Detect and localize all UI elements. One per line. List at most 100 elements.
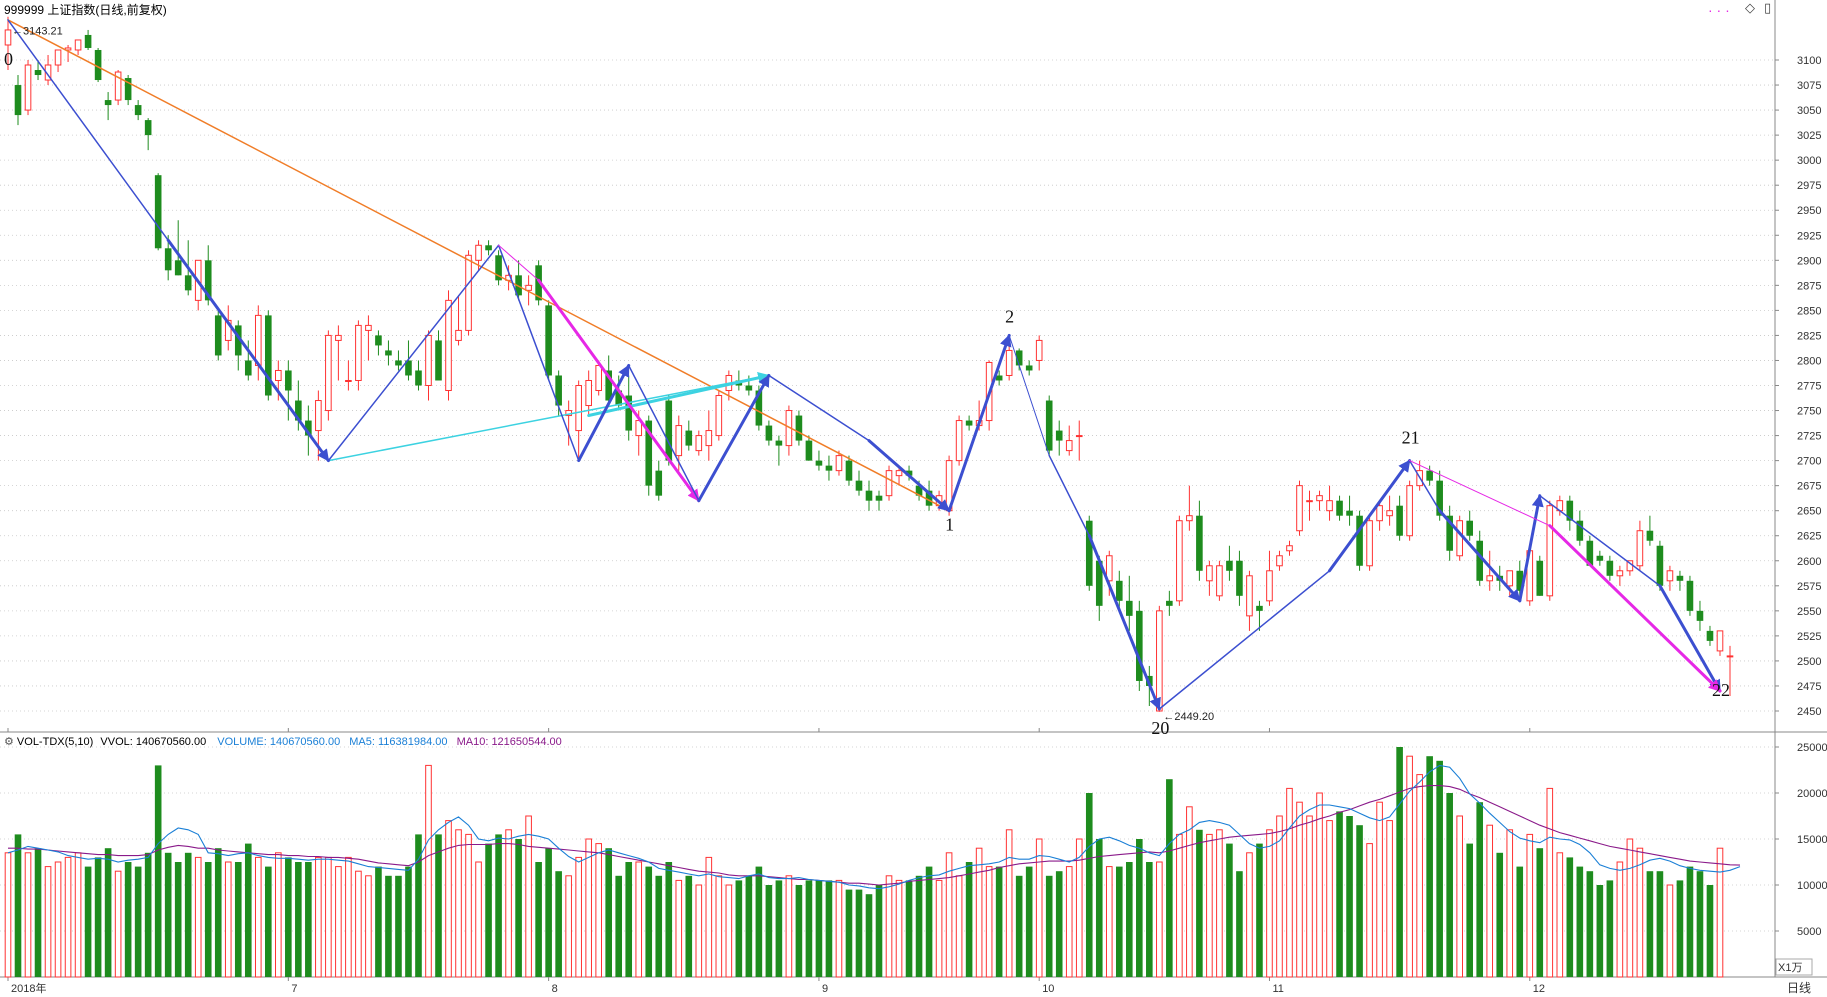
candle <box>485 240 492 256</box>
trend-line-blue <box>327 244 500 462</box>
volume-bar <box>84 866 92 977</box>
price-tick-label: 2775 <box>1797 381 1821 393</box>
volume-bar <box>194 856 202 978</box>
volume-bar <box>295 862 302 977</box>
candle <box>74 39 82 55</box>
candle <box>665 395 673 466</box>
trend-line-blue <box>1539 494 1661 587</box>
volume-bar <box>905 880 913 977</box>
candle <box>1306 490 1313 521</box>
candle <box>1706 625 1714 646</box>
volume-bar <box>64 856 72 978</box>
trend-line-blue <box>577 364 631 463</box>
wave-label: 0 <box>4 49 13 69</box>
candle-body <box>345 379 352 382</box>
vol-indicator-name[interactable]: ⚙ VOL-TDX(5,10) VVOL: 140670560.00 VOLUM… <box>4 735 562 748</box>
candle-body <box>755 390 763 426</box>
volume-bar <box>695 884 703 978</box>
trend-line-blue <box>1328 459 1412 573</box>
candle <box>335 325 342 381</box>
diamond-icon[interactable]: ◇ <box>1745 0 1755 15</box>
candle-body <box>385 350 392 356</box>
trend-line-blue <box>1048 454 1091 537</box>
chart-title: 999999 上证指数(日线,前复权) <box>4 3 167 17</box>
candle-body <box>1666 570 1674 582</box>
volume-bar <box>1296 801 1303 978</box>
volume-bar <box>1166 779 1173 977</box>
volume-bar <box>1526 833 1534 978</box>
vol-settings-icon[interactable]: ⚙ <box>4 736 17 748</box>
trend-line-blue <box>1008 334 1050 457</box>
candle-body <box>1646 530 1654 541</box>
candle <box>14 75 22 126</box>
more-dots-icon[interactable]: · · · <box>1708 2 1730 18</box>
volume-tick-label: 10000 <box>1797 880 1827 892</box>
candle <box>244 340 252 381</box>
volume-bar <box>835 879 843 978</box>
wave-label: 2 <box>1005 306 1014 326</box>
period-label[interactable]: 日线 <box>1787 981 1811 995</box>
candle-body <box>1236 560 1243 596</box>
candle-body <box>1336 500 1343 516</box>
candle-body <box>1686 580 1694 611</box>
candle-body <box>1466 520 1474 536</box>
volume-unit-box <box>1775 958 1813 976</box>
volume-bar <box>485 843 492 977</box>
candle <box>875 490 883 511</box>
volume-bar <box>625 862 633 977</box>
volume-bar <box>14 834 22 977</box>
candle-body <box>1426 470 1433 481</box>
candle-body <box>1636 530 1644 567</box>
volume-unit-label: X1万 <box>1778 962 1802 974</box>
candle-body <box>615 390 623 406</box>
candle <box>705 410 713 461</box>
volume-bar <box>525 815 532 978</box>
candle-body <box>745 385 753 391</box>
title-dropdown-icon[interactable]: ⌄ <box>150 2 160 14</box>
candle <box>775 435 783 466</box>
volume-bar <box>1286 787 1293 978</box>
candle <box>1366 515 1373 571</box>
volume-ma10-line <box>8 785 1741 886</box>
candle-body <box>164 248 172 271</box>
volume-bar <box>1326 820 1333 978</box>
candle-body <box>305 420 312 436</box>
volume-bar <box>1396 747 1403 977</box>
candle-body <box>1065 440 1073 452</box>
volume-bar <box>885 875 893 978</box>
candle <box>144 118 152 151</box>
volume-bar <box>345 856 352 978</box>
volume-bar <box>285 857 292 977</box>
trend-line-blue <box>1087 534 1161 711</box>
candle-body <box>74 39 82 51</box>
x-tick-label: 10 <box>1042 983 1054 995</box>
candle-body <box>1105 555 1113 582</box>
volume-bar <box>1316 792 1323 978</box>
candle-body <box>1306 500 1313 503</box>
candle-body <box>1316 495 1323 502</box>
volume-bar <box>855 889 863 977</box>
candle-body <box>835 455 843 472</box>
trend-line-blue <box>1438 509 1522 603</box>
volume-bar <box>1456 815 1463 978</box>
candle-body <box>1436 480 1443 516</box>
candle <box>925 480 933 511</box>
volume-bar <box>725 884 733 978</box>
candle-body <box>1286 545 1293 552</box>
candle-body <box>475 244 482 261</box>
candle-body <box>915 485 923 496</box>
candle <box>1346 495 1353 526</box>
candle <box>134 100 142 121</box>
candle <box>885 465 893 501</box>
vol-ma10: MA10: 121650544.00 <box>456 736 562 748</box>
candle <box>1566 495 1574 531</box>
volume-bar <box>1436 760 1443 977</box>
trend-line-cyan <box>587 371 771 417</box>
candle <box>1326 485 1333 521</box>
volume-bar <box>925 866 933 977</box>
candle-body <box>395 360 402 366</box>
volume-bar <box>1306 815 1313 978</box>
panel-box-icon[interactable]: ▯ <box>1764 0 1772 15</box>
volume-bar <box>615 875 623 977</box>
candle-body <box>365 324 372 331</box>
